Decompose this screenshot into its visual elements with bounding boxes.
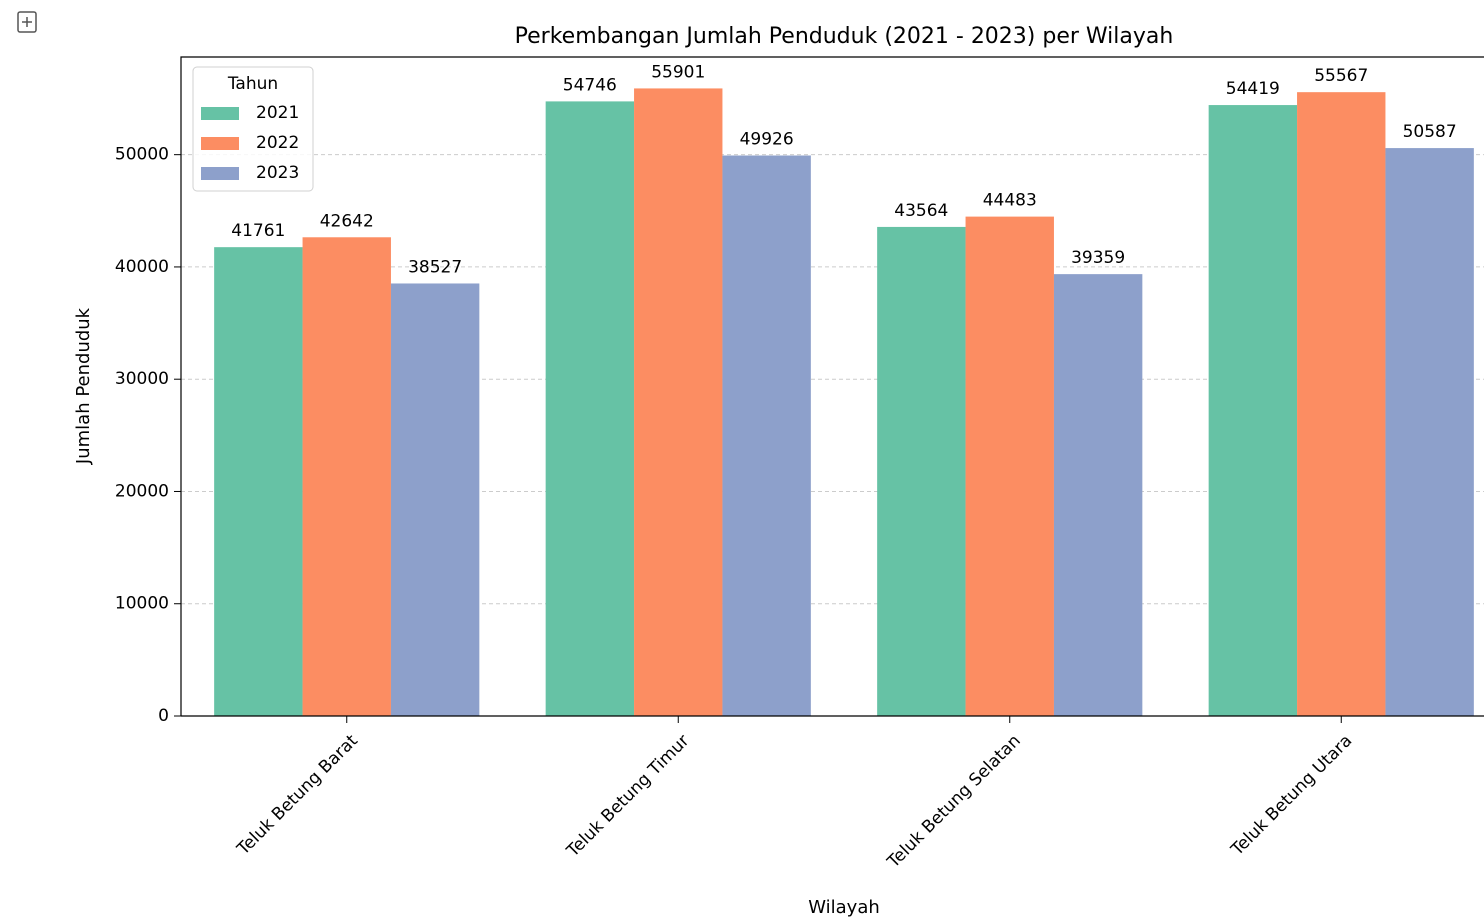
bar [877,226,966,716]
bar [545,101,635,716]
y-tick-label: 10000 [115,594,169,614]
y-axis-label: Jumlah Penduduk [73,307,94,465]
data-label: 55901 [651,62,705,82]
chart-title: Perkembangan Jumlah Penduduk (2021 - 202… [515,24,1174,49]
bar [1053,274,1143,716]
data-label: 39359 [1071,248,1125,268]
bar [214,247,303,716]
data-label: 41761 [231,221,285,241]
data-label: 55567 [1314,66,1368,86]
bar [1208,105,1298,716]
bar [634,88,723,716]
data-label: 54419 [1226,79,1280,99]
toolbar-icon[interactable] [17,11,37,33]
legend-title: Tahun [227,74,278,94]
y-tick-label: 0 [158,706,169,726]
axes-frame [180,56,1484,717]
y-tick-label: 50000 [115,145,169,165]
bar [390,283,480,716]
legend-label: 2022 [256,133,299,153]
x-axis-label: Wilayah [808,897,880,918]
x-tick-label: Teluk Betung Selatan [883,731,1025,873]
legend-swatch [201,167,239,180]
bar [1297,92,1386,717]
legend-box [192,66,314,192]
x-tick-label: Teluk Betung Timur [562,731,693,862]
legend: Tahun 2021 2022 2023 [192,66,314,192]
data-label: 38527 [408,257,462,277]
legend-swatch [201,107,239,120]
data-label: 42642 [320,211,374,231]
x-tick-label: Teluk Betung Barat [233,731,362,860]
y-tick-label: 20000 [115,481,169,501]
bar [302,237,391,716]
data-label: 54746 [563,75,617,95]
bar [965,216,1054,717]
y-tick-label: 30000 [115,369,169,389]
bar [1385,148,1474,717]
icon-frame [17,11,37,33]
data-label: 43564 [894,201,948,221]
legend-swatch [201,137,239,150]
y-tick-label: 40000 [115,257,169,277]
legend-label: 2023 [256,163,299,183]
data-label: 50587 [1403,122,1457,142]
x-tick-label: Teluk Betung Utara [1227,731,1357,861]
data-label: 49926 [740,130,794,150]
bar [722,155,811,717]
legend-label: 2021 [256,103,299,123]
data-label: 44483 [983,191,1037,211]
